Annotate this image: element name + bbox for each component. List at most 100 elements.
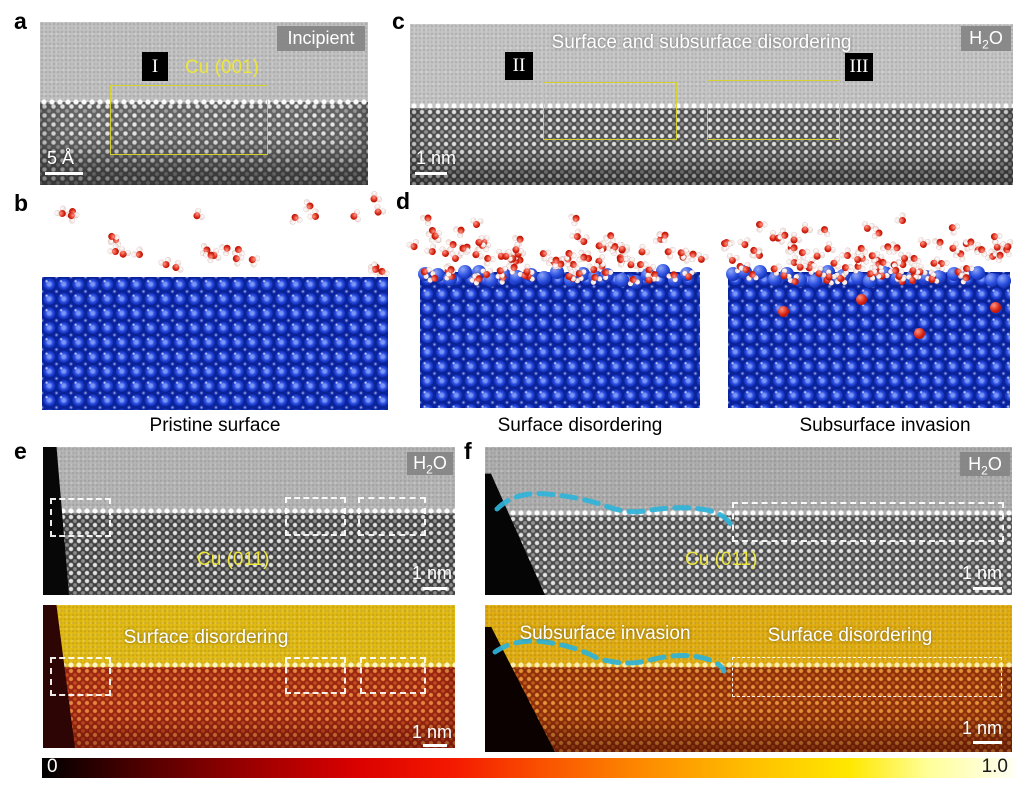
scalebar-label: 5 Å: [47, 148, 75, 168]
caption-subsurface-invasion: Subsurface invasion: [799, 415, 971, 436]
invaded-oxygen-atom: [778, 306, 789, 317]
water-molecule: [419, 210, 435, 227]
panel-e-falsecolor-image: Surface disordering 1 nm: [43, 605, 455, 748]
panel-label-b: b: [14, 190, 29, 216]
region-marker-I: I: [142, 52, 168, 81]
water-molecule: [666, 268, 681, 283]
water-molecule: [946, 221, 961, 236]
water-molecule: [371, 203, 387, 220]
water-region: [43, 447, 455, 515]
invaded-oxygen-atom: [914, 328, 925, 339]
water-molecule: [817, 225, 830, 238]
water-molecules: [42, 190, 390, 280]
disordered-surface-atom: [971, 265, 985, 280]
scalebar-label: 1 nm: [412, 563, 453, 583]
water-molecule: [576, 250, 589, 264]
water-molecule: [675, 246, 689, 260]
panel-c-tem-image: Surface and subsurface disordering H2O I…: [410, 24, 1013, 185]
crystal-orientation-label: Cu (001): [185, 57, 259, 78]
cu-slab-subsurface-invasion: [726, 264, 1011, 408]
incipient-badge: Incipient: [277, 26, 365, 51]
water-molecule: [190, 207, 206, 223]
water-molecule: [130, 245, 147, 261]
panel-label-f: f: [464, 438, 472, 464]
scalebar: [973, 741, 1002, 744]
cu-lattice-region: [410, 108, 1013, 185]
water-molecule: [872, 226, 883, 239]
water-molecule: [1000, 238, 1017, 253]
water-molecule: [573, 267, 587, 281]
water-molecule: [745, 269, 759, 282]
water-molecules: [406, 198, 711, 288]
panel-label-a: a: [14, 8, 27, 34]
water-molecules: [716, 198, 1017, 287]
interface-atoms: [43, 659, 455, 671]
panel-label-d: d: [396, 188, 411, 214]
crystal-orientation-label: Cu (011): [685, 549, 758, 570]
water-molecule: [865, 267, 878, 281]
water-molecule: [423, 242, 440, 258]
panel-f-falsecolor-image: Subsurface invasion Surface disordering …: [485, 605, 1012, 752]
disordered-surface-atom: [997, 274, 1011, 289]
disordered-surface-atom: [753, 264, 767, 279]
roi-dashed-rect: [732, 502, 1004, 542]
roi-dashed-rect: [358, 497, 426, 536]
roi-dashed-rect: [50, 657, 111, 696]
h2o-badge: H2O: [407, 452, 453, 477]
scalebar: [423, 587, 447, 590]
scalebar-label: 1 nm: [962, 563, 1003, 583]
water-molecule: [635, 243, 651, 259]
caption-pristine-surface: Pristine surface: [149, 415, 281, 436]
water-molecule: [894, 212, 910, 228]
invaded-oxygen-atom: [990, 302, 1001, 313]
panel-e-tem-image: H2O Cu (011) 1 nm: [43, 447, 455, 595]
disordered-surface-atom: [537, 271, 551, 286]
interface-atoms: [40, 96, 368, 108]
invaded-oxygen-atom: [856, 294, 867, 305]
overlay-subsurface-invasion: Subsurface invasion: [519, 623, 691, 644]
water-molecule: [594, 239, 606, 253]
disordered-surface-atom: [985, 273, 999, 288]
scalebar: [423, 744, 447, 747]
region-marker-III: III: [845, 53, 873, 81]
water-molecule: [917, 237, 930, 250]
water-molecule: [752, 218, 768, 234]
roi-dashed-rect: [360, 657, 426, 694]
roi-dashed-rect: [285, 657, 346, 694]
disordered-surface-atom: [851, 271, 865, 286]
interface-atoms: [43, 505, 455, 517]
caption-surface-disordering: Surface disordering: [497, 415, 663, 436]
roi-rect-I: [110, 85, 268, 155]
water-molecule: [625, 273, 641, 288]
water-molecule: [974, 244, 987, 257]
scalebar-label: 1 nm: [416, 148, 457, 168]
h2o-badge: H2O: [960, 452, 1010, 478]
water-molecule: [890, 241, 903, 255]
water-molecule: [287, 211, 303, 226]
scalebar: [415, 172, 447, 175]
h2o-badge: H2O: [961, 26, 1011, 52]
scalebar: [45, 172, 83, 175]
water-molecule: [470, 218, 483, 229]
water-molecule: [169, 260, 184, 276]
region-marker-II: II: [505, 52, 533, 80]
intensity-colorbar: 0 1.0: [42, 756, 1016, 778]
roi-dashed-rect: [732, 657, 1002, 697]
roi-dashed-rect: [50, 498, 111, 537]
roi-dashed-rect: [285, 497, 346, 536]
scalebar-label: 1 nm: [412, 722, 453, 742]
panel-label-c: c: [392, 8, 405, 34]
overlay-surface-disordering: Surface disordering: [123, 627, 289, 648]
water-molecule: [797, 221, 813, 237]
cu-slab-pristine: [42, 277, 388, 410]
cu-lattice-region: [43, 667, 455, 748]
crystal-orientation-label: Cu (011): [197, 549, 270, 570]
scalebar: [973, 587, 1002, 590]
water-molecule: [348, 209, 362, 223]
overlay-surface-disordering: Surface disordering: [767, 625, 933, 646]
scalebar-label: 1 nm: [962, 718, 1003, 738]
panel-a-tem-image: Incipient I Cu (001) 5 Å: [40, 22, 368, 185]
disordered-surface-atom: [768, 271, 782, 286]
water-molecule: [367, 190, 383, 206]
cu-slab-surface-disordering: [418, 264, 700, 408]
